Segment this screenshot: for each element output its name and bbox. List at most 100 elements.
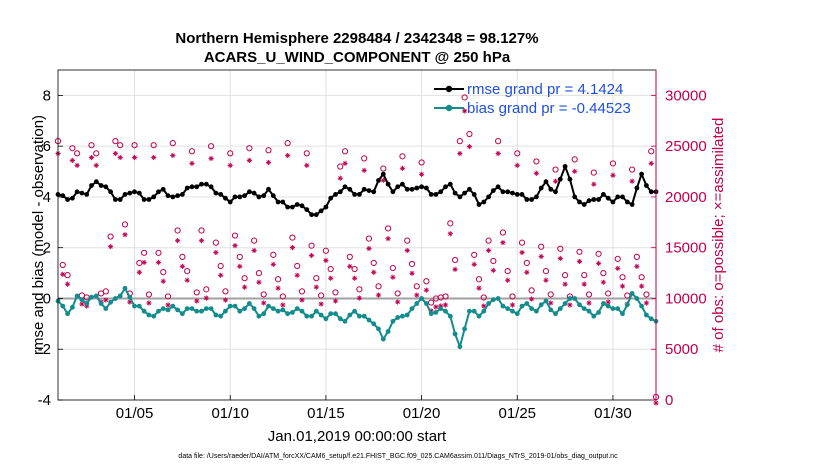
obs-possible-marker	[571, 156, 578, 163]
bias-point	[624, 302, 630, 308]
rmse-point	[524, 197, 530, 202]
obs-possible-marker	[624, 292, 631, 299]
bias-point	[242, 306, 248, 311]
obs-assimilated-marker	[332, 298, 339, 304]
obs-assimilated-marker	[184, 277, 190, 283]
bias-point	[127, 294, 133, 300]
bias-point	[98, 301, 104, 306]
obs-assimilated-marker	[648, 160, 654, 167]
legend-bias-label: bias grand pr = -0.44523	[467, 100, 631, 117]
bias-point	[290, 310, 295, 315]
bias-point	[256, 313, 262, 319]
obs-assimilated-marker	[318, 301, 324, 307]
bias-point	[93, 293, 99, 299]
obs-possible-marker	[361, 155, 368, 162]
y-right-tick-label: 30000	[665, 87, 707, 104]
obs-possible-marker	[217, 262, 224, 270]
obs-assimilated-marker	[170, 152, 176, 159]
obs-possible-marker	[557, 245, 564, 252]
rmse-point	[529, 197, 534, 202]
bias-point	[529, 306, 534, 311]
bias-point	[70, 304, 75, 310]
obs-assimilated-marker	[93, 162, 99, 168]
legend-rmse-label: rmse grand pr = 4.1424	[467, 81, 623, 98]
obs-possible-marker	[274, 276, 282, 283]
bias-point	[471, 308, 477, 314]
obs-assimilated-marker	[131, 154, 138, 161]
obs-possible-marker	[298, 288, 306, 295]
bias-point	[634, 296, 640, 301]
obs-possible-marker	[404, 237, 411, 244]
obs-assimilated-marker	[653, 400, 659, 406]
obs-assimilated-marker	[328, 275, 334, 281]
bias-point	[639, 303, 644, 309]
bias-point	[462, 326, 467, 332]
rmse-point	[610, 199, 616, 205]
obs-assimilated-marker	[299, 297, 305, 303]
obs-possible-marker	[384, 225, 392, 232]
bias-point	[572, 296, 578, 301]
x-tick-label: 01/25	[498, 405, 536, 422]
bias-point	[567, 296, 573, 301]
obs-possible-marker	[619, 274, 626, 281]
bias-point	[424, 301, 429, 306]
bias-point	[514, 311, 520, 317]
bias-point	[409, 306, 415, 311]
obs-assimilated-marker	[256, 279, 262, 285]
rmse-point	[476, 202, 482, 207]
bias-point	[79, 297, 85, 303]
obs-possible-marker	[356, 286, 363, 293]
obs-possible-marker	[351, 265, 358, 273]
bias-point	[620, 311, 625, 317]
bias-point	[486, 301, 491, 306]
bias-point	[237, 308, 243, 314]
rmse-point	[237, 194, 243, 200]
chart-subtitle: ACARS_U_WIND_COMPONENT @ 250 hPa	[204, 49, 511, 66]
obs-possible-marker	[117, 142, 124, 149]
rmse-point	[519, 192, 525, 197]
y-tick-label: 8	[43, 87, 51, 104]
obs-assimilated-marker	[610, 172, 616, 178]
rmse-point	[208, 184, 214, 190]
rmse-point	[103, 184, 109, 190]
bias-point	[524, 301, 530, 306]
rmse-line	[57, 163, 656, 216]
x-tick-label: 01/30	[594, 405, 632, 422]
rmse-point	[218, 192, 224, 197]
obs-possible-marker	[590, 169, 597, 176]
rmse-point	[203, 181, 209, 187]
bias-point	[203, 306, 209, 311]
rmse-point	[89, 183, 94, 188]
bias-point	[103, 306, 109, 311]
rmse-point	[290, 204, 295, 210]
obs-possible-marker	[509, 293, 516, 300]
rmse-point	[232, 194, 238, 200]
rmse-point	[175, 193, 181, 199]
obs-assimilated-marker	[529, 296, 535, 302]
rmse-point	[74, 189, 80, 195]
rmse-point	[93, 179, 99, 185]
obs-possible-marker	[643, 291, 650, 298]
obs-possible-marker	[648, 148, 655, 155]
y-tick-label: -4	[38, 392, 51, 409]
obs-possible-marker	[380, 165, 387, 172]
obs-possible-marker	[251, 237, 258, 244]
bias-point	[605, 303, 611, 309]
obs-assimilated-marker	[189, 160, 195, 167]
bias-point	[132, 303, 137, 309]
obs-possible-marker	[88, 142, 95, 149]
obs-possible-marker	[241, 275, 248, 282]
y-tick-label: 6	[43, 138, 51, 155]
obs-assimilated-marker	[533, 170, 539, 176]
obs-assimilated-marker	[237, 263, 243, 269]
obs-assimilated-marker	[375, 292, 382, 298]
obs-assimilated-marker	[414, 292, 420, 298]
obs-possible-marker	[279, 293, 286, 300]
x-tick-label: 01/15	[307, 405, 345, 422]
obs-possible-marker	[442, 293, 449, 300]
obs-possible-marker	[466, 130, 473, 138]
obs-possible-marker	[408, 260, 416, 268]
bias-point	[510, 308, 515, 314]
rmse-point	[514, 192, 520, 197]
bias-point	[247, 301, 252, 306]
